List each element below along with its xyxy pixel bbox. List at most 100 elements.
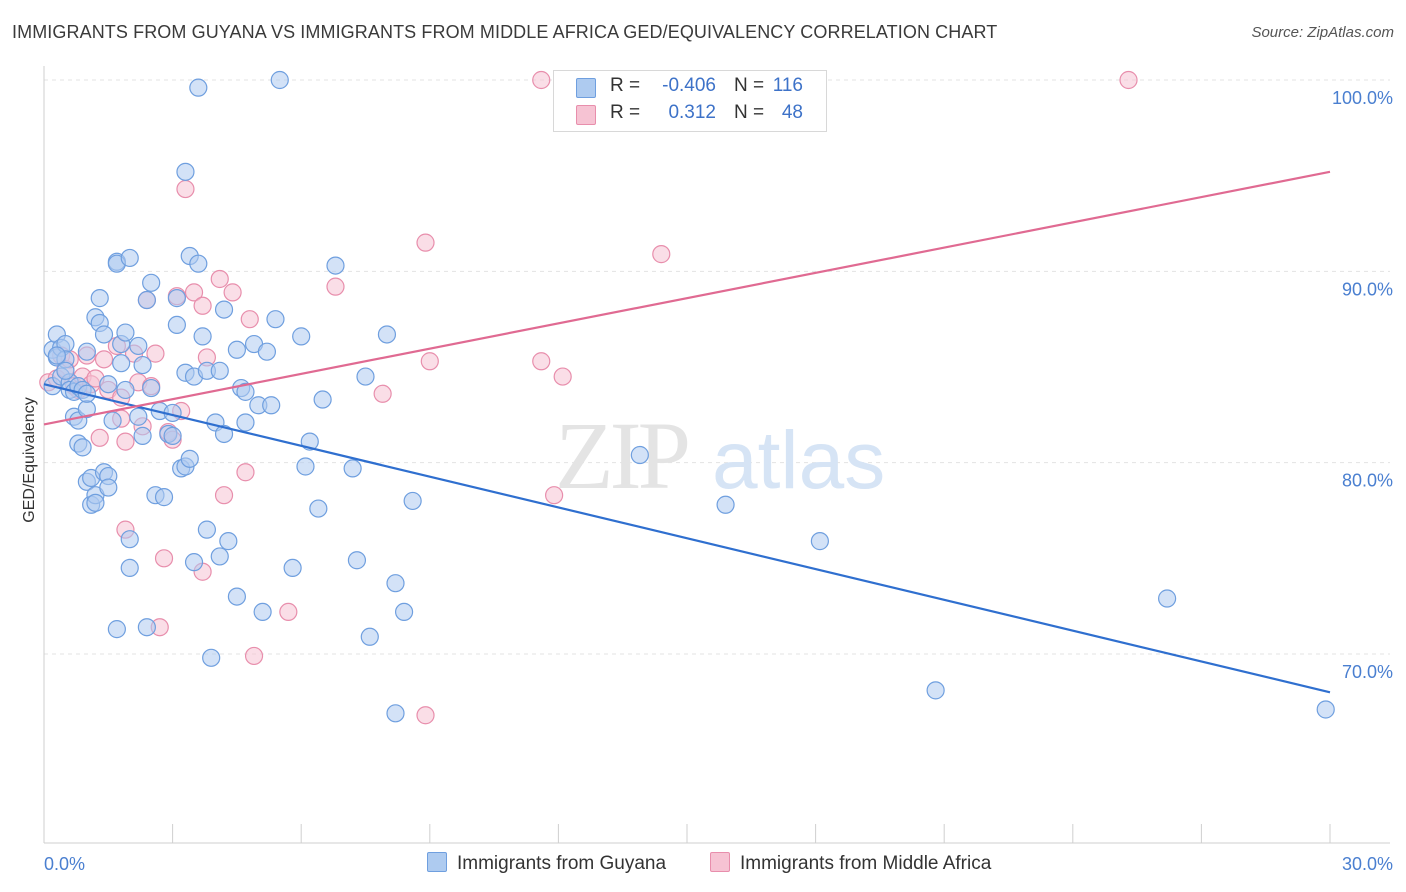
guyana-point	[403, 491, 422, 511]
africa-point	[553, 367, 572, 386]
guyana-point	[142, 273, 161, 292]
trend-lines	[43, 170, 1331, 694]
guyana-point	[163, 426, 182, 445]
guyana-point	[1316, 700, 1335, 719]
guyana-point	[107, 620, 126, 639]
guyana-point	[120, 558, 139, 578]
guyana-point	[120, 248, 139, 268]
guyana-point	[630, 445, 649, 465]
r-label: R =	[610, 102, 641, 123]
guyana-point	[167, 289, 186, 308]
guyana-point	[133, 355, 152, 375]
guyana-point	[77, 342, 96, 361]
watermark-zip: ZIP	[555, 402, 688, 509]
guyana-point	[219, 532, 238, 551]
source-label: Source: ZipAtlas.com	[1251, 24, 1394, 41]
legend-item-guyana[interactable]: Immigrants from Guyana	[427, 852, 666, 875]
africa-point	[279, 602, 298, 622]
guyana-point	[193, 327, 212, 346]
africa-point	[652, 245, 671, 264]
africa-point	[146, 344, 165, 363]
legend-item-middle-africa[interactable]: Immigrants from Middle Africa	[710, 852, 991, 875]
guyana-point	[154, 488, 174, 507]
guyana-point	[214, 300, 234, 319]
y-tick-label: 70.0%	[1342, 662, 1393, 682]
guyana-n-value: 116	[772, 75, 803, 96]
africa-point	[545, 486, 564, 505]
x-tick-label: 0.0%	[44, 854, 85, 874]
africa-point	[420, 352, 439, 371]
guyana-point	[210, 361, 229, 380]
guyana-point	[1158, 589, 1177, 608]
guyana-point	[142, 378, 161, 398]
guyana-point	[227, 340, 246, 359]
guyana-point	[56, 361, 75, 380]
guyana-point	[47, 346, 66, 365]
guyana-point	[716, 495, 735, 514]
watermark: ZIP atlas	[555, 402, 885, 509]
watermark-atlas: atlas	[712, 415, 885, 506]
guyana-point	[266, 310, 285, 329]
guyana-legend-swatch	[427, 852, 447, 872]
guyana-point	[214, 424, 234, 444]
africa-point	[176, 179, 195, 199]
guyana-point	[377, 325, 397, 344]
guyana-point	[73, 438, 92, 457]
africa-point	[326, 277, 345, 296]
series-middle-africa	[39, 70, 1138, 725]
guyana-point	[99, 375, 118, 394]
guyana-trend-line	[43, 383, 1331, 694]
guyana-point	[360, 627, 379, 646]
guyana-point	[202, 648, 221, 667]
africa-point	[154, 549, 174, 568]
africa-point	[94, 350, 114, 369]
guyana-point	[197, 520, 216, 539]
africa-trend-line	[43, 170, 1331, 426]
africa-point	[416, 706, 435, 725]
africa-point	[210, 269, 229, 289]
guyana-point	[210, 547, 229, 566]
africa-point	[416, 233, 435, 252]
africa-point	[116, 432, 135, 451]
guyana-point	[137, 290, 156, 310]
guyana-point	[236, 413, 255, 432]
chart-title: IMMIGRANTS FROM GUYANA VS IMMIGRANTS FRO…	[12, 22, 998, 42]
guyana-point	[313, 390, 332, 409]
guyana-point	[116, 323, 135, 342]
guyana-point	[94, 325, 114, 344]
africa-point	[1119, 70, 1138, 90]
guyana-point	[356, 367, 375, 386]
africa-point	[223, 283, 242, 302]
y-tick-label: 90.0%	[1342, 279, 1393, 299]
guyana-point	[394, 602, 414, 622]
y-tick-label: 80.0%	[1342, 471, 1393, 491]
guyana-point	[90, 289, 109, 308]
grid-lines	[44, 79, 1390, 655]
africa-point	[532, 352, 551, 371]
guyana-point	[167, 315, 186, 335]
guyana-point	[86, 493, 105, 512]
africa-swatch	[576, 105, 596, 125]
guyana-point	[347, 551, 367, 570]
stats-legend: R = -0.406 N = 116 R = 0.312 N = 48	[553, 70, 827, 132]
africa-point	[373, 384, 392, 403]
africa-r-value: 0.312	[668, 102, 716, 123]
guyana-point	[103, 411, 122, 430]
africa-point	[240, 310, 259, 329]
guyana-point	[180, 449, 199, 468]
guyana-point	[137, 618, 156, 637]
guyana-point	[120, 530, 139, 549]
guyana-point	[112, 354, 131, 373]
africa-point	[532, 70, 551, 90]
africa-legend-swatch	[710, 852, 730, 872]
n-label: N =	[734, 102, 765, 123]
guyana-point	[133, 426, 152, 445]
guyana-point	[262, 396, 281, 415]
africa-point	[184, 283, 204, 302]
africa-legend-label: Immigrants from Middle Africa	[740, 853, 992, 874]
guyana-r-value: -0.406	[662, 75, 716, 96]
guyana-point	[176, 162, 195, 181]
x-tick-label: 30.0%	[1342, 854, 1393, 874]
guyana-point	[236, 382, 255, 401]
africa-point	[193, 296, 212, 315]
